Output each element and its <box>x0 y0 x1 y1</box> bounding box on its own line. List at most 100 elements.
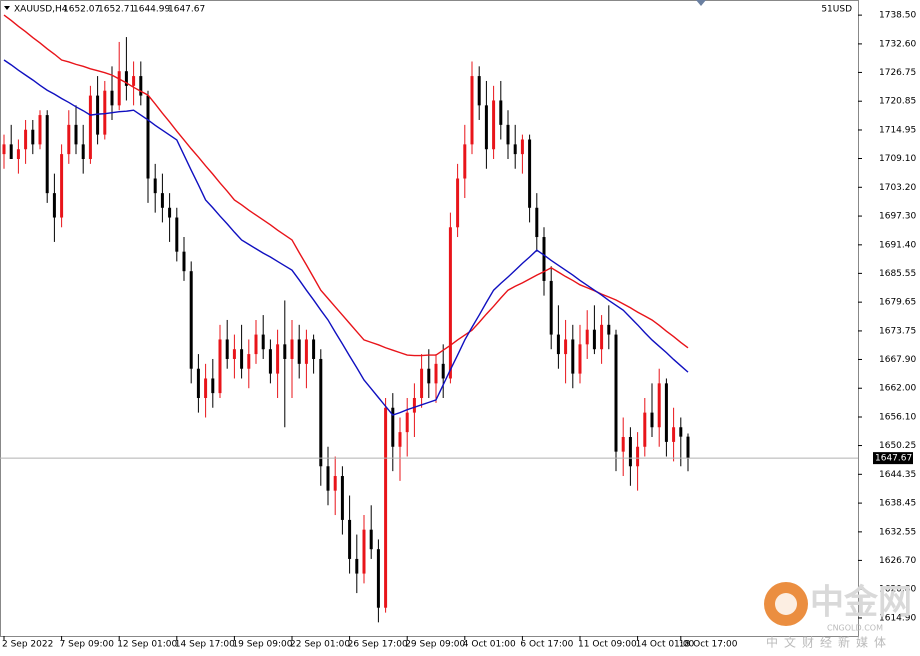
candle-body <box>607 324 611 335</box>
x-tick-label: 2 Sep 2022 <box>2 640 53 650</box>
y-tick-label: 1738.50 <box>879 11 916 21</box>
x-tick-label: 14 Sep 17:00 <box>175 640 235 650</box>
candle-body <box>643 412 647 447</box>
candle-body <box>232 349 236 359</box>
watermark-site: CNGOLD.COM <box>827 624 883 633</box>
candle-body <box>384 407 388 608</box>
candle-body <box>405 412 409 433</box>
candle-body <box>636 446 640 467</box>
plot-frame <box>0 0 859 637</box>
menu-arrow <box>4 6 10 10</box>
candle-body <box>679 427 683 437</box>
x-tick-label: 18 Oct 17:00 <box>679 640 738 650</box>
candle-body <box>312 339 316 359</box>
candle-body <box>513 144 517 155</box>
header-value: 1644.99 <box>133 5 170 15</box>
candle-body <box>326 466 330 491</box>
candle-body <box>441 363 445 379</box>
y-tick-label: 1732.60 <box>879 39 916 49</box>
x-tick-label: 22 Sep 01:00 <box>290 640 350 650</box>
y-tick-label: 1691.40 <box>879 240 916 250</box>
candle-body <box>168 207 172 218</box>
y-tick-label: 1644.35 <box>879 470 916 480</box>
header-value: 1652.07 <box>63 5 100 15</box>
candle-body <box>38 115 42 145</box>
candle-body <box>340 476 344 520</box>
candle-body <box>96 95 100 135</box>
candle-body <box>247 354 251 369</box>
candle-body <box>225 339 229 359</box>
candle-body <box>268 349 272 374</box>
candle-body <box>448 227 452 379</box>
candle-body <box>261 334 265 350</box>
y-tick-label: 1685.55 <box>879 269 916 279</box>
shift-marker <box>696 0 706 6</box>
x-tick-label: 11 Oct 09:00 <box>578 640 637 650</box>
y-tick-label: 1697.30 <box>879 212 916 222</box>
y-tick-label: 1620.80 <box>879 585 916 595</box>
candle-body <box>304 339 308 364</box>
candle-body <box>528 139 532 208</box>
candle-body <box>175 217 179 252</box>
candle-body <box>585 329 589 345</box>
last-price-box <box>873 452 913 465</box>
moving-average <box>3 14 689 357</box>
x-tick-label: 7 Sep 09:00 <box>60 640 115 650</box>
y-tick-label: 1709.10 <box>879 154 916 164</box>
candle-body <box>60 154 64 218</box>
candle-body <box>348 519 352 559</box>
candle-body <box>456 178 460 228</box>
candle-body <box>153 178 157 194</box>
candle-body <box>535 207 539 238</box>
candle-body <box>67 124 71 155</box>
last-price-label: 1647.67 <box>875 454 912 464</box>
candle-body <box>211 378 215 394</box>
candle-body <box>218 339 222 394</box>
candle-body <box>45 115 49 194</box>
candle-body <box>9 144 13 159</box>
candle-body <box>196 368 200 398</box>
candle-body <box>362 529 366 574</box>
candle-body <box>556 334 560 355</box>
candle-body <box>117 71 121 106</box>
candle-body <box>650 412 654 428</box>
y-tick-label: 1714.95 <box>879 125 916 135</box>
candle-body <box>463 144 467 179</box>
candle-body <box>412 397 416 413</box>
candle-body <box>132 76 136 86</box>
candle-body <box>369 529 373 550</box>
candle-body <box>391 407 395 447</box>
x-tick-label: 14 Oct 01:00 <box>636 640 695 650</box>
candle-body <box>240 349 244 369</box>
watermark-logo-inner <box>775 593 797 615</box>
candle-body <box>506 124 510 145</box>
y-tick-label: 1632.55 <box>879 527 916 537</box>
candle-body <box>16 149 20 159</box>
candle-body <box>621 437 625 452</box>
candle-body <box>254 334 258 355</box>
candle-body <box>549 280 553 335</box>
candle-body <box>146 95 150 179</box>
candle-body <box>614 334 618 452</box>
y-tick-label: 1662.00 <box>879 384 916 394</box>
candle-body <box>492 100 496 150</box>
candle-body <box>81 144 85 159</box>
y-tick-label: 1638.45 <box>879 499 916 509</box>
candle-body <box>276 344 280 374</box>
candle-body <box>355 558 359 574</box>
candle-body <box>110 90 114 106</box>
y-tick-label: 1720.85 <box>879 97 916 107</box>
header-value: 1647.67 <box>168 5 205 15</box>
candle-body <box>434 363 438 384</box>
x-tick-label: 12 Sep 01:00 <box>117 640 177 650</box>
x-tick-label: 26 Sep 17:00 <box>348 640 408 650</box>
candle-body <box>686 436 690 459</box>
candle-body <box>484 105 488 150</box>
header: XAUUSD,H4 1652.07 1652.71 1644.99 1647.6… <box>4 5 852 15</box>
y-tick-label: 1673.75 <box>879 326 916 336</box>
y-tick-label: 1656.10 <box>879 413 916 423</box>
candle-body <box>52 193 56 218</box>
candle-body <box>31 129 35 145</box>
